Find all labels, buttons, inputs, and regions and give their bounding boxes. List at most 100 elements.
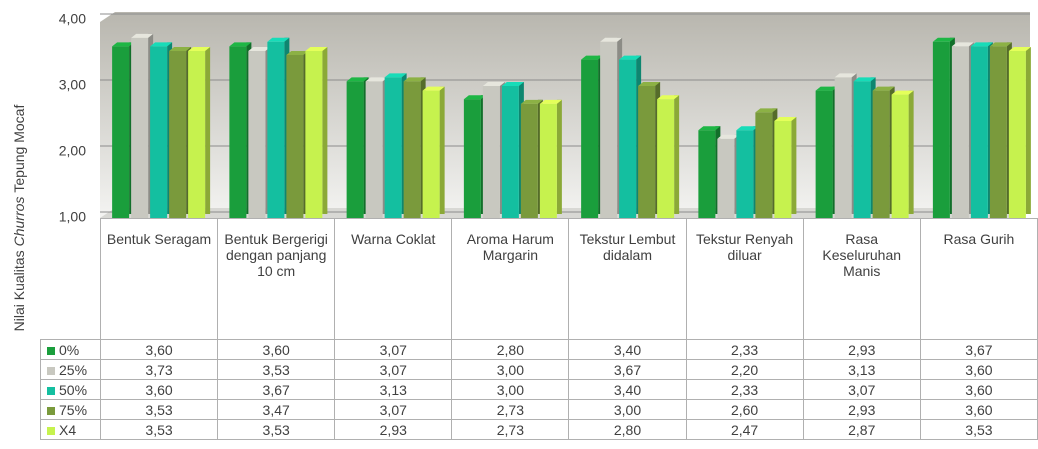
bar-top xyxy=(384,73,407,78)
legend-label: 0% xyxy=(59,341,80,358)
bar xyxy=(698,126,721,218)
bar-top xyxy=(1008,47,1031,52)
bar xyxy=(774,116,797,218)
bar xyxy=(520,99,543,218)
bar-front xyxy=(286,54,304,219)
y-axis-label-part: Nilai Kualitas xyxy=(11,250,27,331)
bar-top xyxy=(169,47,192,52)
bar xyxy=(305,47,328,218)
bar-top xyxy=(698,126,721,131)
x-tick-label: Warna Coklat xyxy=(334,218,453,340)
bar-top xyxy=(346,77,369,82)
table-cell: 3,53 xyxy=(217,359,336,380)
y-tick-label: 3,00 xyxy=(59,77,86,93)
bar-top xyxy=(286,50,309,55)
bar xyxy=(970,42,993,219)
bar-front xyxy=(736,130,754,218)
table-cell: 3,53 xyxy=(217,419,336,440)
bar xyxy=(657,95,680,218)
table-cell: 3,07 xyxy=(334,399,453,420)
bar-front xyxy=(989,46,1007,219)
bar xyxy=(346,77,369,218)
table-cell: 2,33 xyxy=(685,339,804,360)
bar-top xyxy=(815,86,838,91)
legend-item: 50% xyxy=(40,379,101,400)
bar-top xyxy=(422,86,445,91)
table-cell: 3,60 xyxy=(919,399,1038,420)
bar-front xyxy=(384,77,402,218)
bar-top xyxy=(150,42,173,47)
bar-front xyxy=(422,90,440,218)
table-cell: 3,40 xyxy=(568,339,687,360)
bar-top xyxy=(501,82,524,86)
bar xyxy=(229,42,252,219)
table-row: 25% 3,73 3,53 3,07 3,00 3,67 2,20 3,13 3,60 xyxy=(40,359,1038,380)
bar-side xyxy=(322,47,328,214)
bar-front xyxy=(815,90,833,218)
bar-top xyxy=(834,73,857,78)
bar-top xyxy=(131,33,154,38)
table-cell: 3,07 xyxy=(334,359,453,380)
bar-front xyxy=(1008,51,1026,218)
bar xyxy=(638,82,661,218)
y-axis-label-part: Churros xyxy=(11,197,27,247)
y-axis-label: Nilai Kualitas Churros Tepung Mocaf xyxy=(11,105,27,332)
bar-top xyxy=(539,99,562,104)
legend-swatch xyxy=(47,386,55,395)
legend-swatch xyxy=(47,346,55,355)
bar-front xyxy=(853,81,871,218)
bar xyxy=(951,42,974,219)
legend-item: 75% xyxy=(40,399,101,420)
bar xyxy=(717,134,740,218)
table-cell: 2,93 xyxy=(802,399,921,420)
table-cell: 3,53 xyxy=(919,419,1038,440)
x-tick-label: Tekstur Lembut didalam xyxy=(568,218,687,340)
table-cell: 3,07 xyxy=(802,379,921,400)
bar-front xyxy=(403,81,421,218)
bar xyxy=(501,82,524,218)
bar-front xyxy=(834,77,852,218)
bar-front xyxy=(638,86,656,218)
table-cell: 2,47 xyxy=(685,419,804,440)
bar xyxy=(267,37,290,218)
bar-front xyxy=(131,37,149,218)
bar xyxy=(815,86,838,218)
bar-top xyxy=(267,37,290,42)
bar-front xyxy=(755,112,773,218)
bar-front xyxy=(891,94,909,218)
plot-floor xyxy=(100,208,1030,218)
legend-swatch xyxy=(47,366,55,375)
x-tick-label: Bentuk Seragam xyxy=(99,218,219,340)
bar xyxy=(150,42,173,219)
x-tick-label: Rasa Gurih xyxy=(919,218,1038,340)
legend-label: 25% xyxy=(59,361,88,378)
table-cell: 3,13 xyxy=(802,359,921,380)
bar xyxy=(286,50,309,219)
table-cell: 3,40 xyxy=(568,379,687,400)
bar xyxy=(853,77,876,218)
bar-top xyxy=(248,47,271,52)
bar-front xyxy=(619,59,637,218)
bar xyxy=(131,33,154,218)
bar-top xyxy=(853,77,876,82)
bar xyxy=(834,73,857,218)
bar-top xyxy=(932,37,955,42)
table-cell: 3,73 xyxy=(99,359,219,380)
legend-item: 0% xyxy=(40,339,101,360)
table-cell: 3,60 xyxy=(99,339,219,360)
x-tick-label: Bentuk Bergerigi dengan panjang 10 cm xyxy=(217,218,336,340)
bar-top xyxy=(229,42,252,47)
data-table: Bentuk Seragam Bentuk Bergerigi dengan pa… xyxy=(40,218,1038,440)
bar-top xyxy=(520,99,543,104)
bar-front xyxy=(717,138,735,218)
bar-front xyxy=(463,99,481,218)
table-cell: 3,60 xyxy=(919,359,1038,380)
bar-top xyxy=(482,82,505,86)
table-cell: 3,00 xyxy=(568,399,687,420)
table-row: 0% 3,60 3,60 3,07 2,80 3,40 2,33 2,93 3,67 xyxy=(40,339,1038,360)
bar xyxy=(619,55,642,218)
bar-front xyxy=(698,130,716,218)
bar-front xyxy=(305,51,323,218)
table-cell: 3,00 xyxy=(451,379,570,400)
